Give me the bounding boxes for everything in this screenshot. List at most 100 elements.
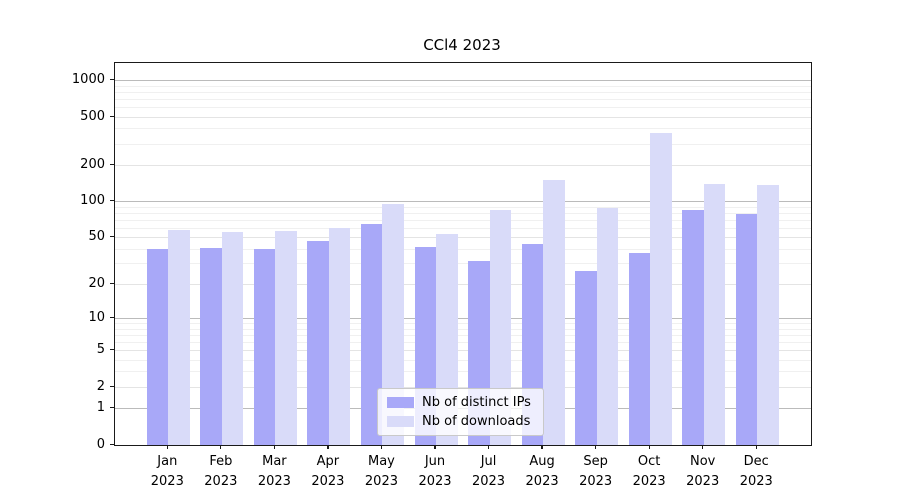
y-tick-mark-500 bbox=[109, 115, 114, 117]
chart-title: CCl4 2023 bbox=[423, 36, 501, 54]
bar-downloads-mar bbox=[275, 230, 297, 445]
x-tick-mark-may bbox=[380, 445, 383, 449]
x-tick-label-feb: Feb 2023 bbox=[204, 454, 238, 489]
legend-entry-distinct-ips: Nb of distinct IPs bbox=[387, 395, 531, 410]
y-tick-mark-100 bbox=[109, 200, 114, 202]
bar-downloads-aug bbox=[543, 180, 565, 445]
x-tick-label-jun: Jun 2023 bbox=[418, 454, 452, 489]
x-tick-mark-dec bbox=[755, 445, 757, 449]
gridline-y-4 bbox=[115, 359, 811, 361]
gridline-y-1000 bbox=[115, 80, 811, 82]
gridline-y-20 bbox=[115, 283, 811, 285]
x-tick-mark-jul bbox=[487, 445, 490, 449]
bar-distinct-ips-jan bbox=[146, 249, 169, 445]
legend-swatch-downloads bbox=[387, 416, 414, 427]
x-tick-label-aug: Aug 2023 bbox=[525, 454, 559, 489]
y-tick-label-500: 500 bbox=[80, 108, 105, 124]
bar-distinct-ips-feb bbox=[200, 247, 222, 445]
x-tick-label-nov: Nov 2023 bbox=[686, 454, 720, 489]
x-tick-label-jan: Jan 2023 bbox=[150, 454, 184, 489]
bar-distinct-ips-mar bbox=[253, 249, 276, 445]
legend-label-distinct-ips: Nb of distinct IPs bbox=[422, 395, 531, 410]
gridline-y-9 bbox=[115, 323, 811, 325]
x-tick-mark-oct bbox=[648, 445, 650, 449]
y-tick-mark-20 bbox=[109, 282, 114, 285]
x-tick-label-sep: Sep 2023 bbox=[579, 454, 613, 489]
x-tick-label-jul: Jul 2023 bbox=[471, 454, 506, 489]
gridline-y-400 bbox=[115, 128, 811, 130]
y-tick-label-1: 1 bbox=[96, 399, 105, 415]
legend-entry-downloads: Nb of downloads bbox=[387, 414, 531, 429]
bar-distinct-ips-apr bbox=[307, 240, 329, 445]
y-tick-label-10: 10 bbox=[88, 310, 105, 326]
x-tick-label-dec: Dec 2023 bbox=[739, 454, 773, 489]
gridline-y-5 bbox=[115, 350, 811, 352]
bar-downloads-may bbox=[382, 203, 404, 445]
gridline-y-800 bbox=[115, 91, 811, 93]
gridline-y-7 bbox=[115, 334, 811, 336]
y-tick-label-0: 0 bbox=[96, 436, 105, 452]
bar-downloads-apr bbox=[328, 228, 351, 445]
y-tick-label-1000: 1000 bbox=[71, 72, 105, 88]
x-tick-mark-feb bbox=[220, 445, 222, 449]
legend-label-downloads: Nb of downloads bbox=[422, 414, 531, 429]
legend-swatch-distinct-ips bbox=[387, 397, 414, 408]
y-tick-mark-1 bbox=[109, 406, 114, 409]
bar-downloads-sep bbox=[596, 207, 619, 445]
bar-distinct-ips-dec bbox=[735, 213, 758, 445]
y-tick-mark-5 bbox=[109, 349, 114, 351]
y-tick-label-100: 100 bbox=[80, 193, 105, 209]
bar-downloads-jul bbox=[489, 210, 512, 445]
y-tick-label-20: 20 bbox=[88, 275, 105, 291]
y-tick-mark-1000 bbox=[109, 79, 114, 81]
gridline-y-900 bbox=[115, 85, 811, 87]
gridline-y-60 bbox=[115, 227, 811, 229]
x-tick-mark-mar bbox=[273, 445, 275, 449]
y-tick-mark-10 bbox=[109, 317, 114, 319]
bar-distinct-ips-nov bbox=[682, 210, 704, 445]
y-tick-mark-50 bbox=[109, 236, 114, 238]
gridline-y-300 bbox=[115, 143, 811, 145]
bar-downloads-oct bbox=[650, 133, 672, 445]
gridline-y-10 bbox=[115, 318, 811, 320]
x-tick-label-apr: Apr 2023 bbox=[311, 454, 345, 489]
x-tick-mark-jun bbox=[434, 445, 436, 449]
bar-distinct-ips-sep bbox=[575, 271, 597, 445]
x-tick-mark-nov bbox=[702, 445, 704, 449]
gridline-y-50 bbox=[115, 237, 811, 239]
gridline-y-500 bbox=[115, 116, 811, 118]
gridline-y-700 bbox=[115, 99, 811, 100]
gridline-y-90 bbox=[115, 206, 811, 208]
bar-downloads-feb bbox=[221, 231, 244, 445]
gridline-y-8 bbox=[115, 328, 811, 330]
x-tick-label-may: May 2023 bbox=[364, 454, 398, 489]
y-tick-label-5: 5 bbox=[96, 342, 105, 358]
bar-downloads-dec bbox=[757, 185, 779, 445]
bar-downloads-jan bbox=[168, 230, 190, 445]
bar-distinct-ips-oct bbox=[628, 253, 651, 445]
x-tick-mark-apr bbox=[327, 445, 329, 449]
gridline-y-200 bbox=[115, 164, 811, 166]
y-tick-label-200: 200 bbox=[80, 156, 105, 172]
gridline-y-6 bbox=[115, 341, 811, 343]
gridline-y-80 bbox=[115, 212, 811, 214]
y-tick-mark-2 bbox=[109, 385, 114, 387]
y-tick-label-50: 50 bbox=[88, 229, 105, 245]
x-tick-mark-sep bbox=[595, 445, 597, 449]
x-tick-label-mar: Mar 2023 bbox=[257, 454, 291, 489]
x-tick-mark-jan bbox=[166, 445, 168, 449]
y-tick-mark-0 bbox=[109, 443, 114, 445]
gridline-y-40 bbox=[115, 248, 811, 250]
gridline-y-3 bbox=[115, 371, 811, 373]
legend: Nb of distinct IPs Nb of downloads bbox=[377, 388, 544, 436]
gridline-y-30 bbox=[115, 263, 811, 265]
x-tick-label-oct: Oct 2023 bbox=[632, 454, 666, 489]
bar-downloads-nov bbox=[703, 184, 726, 445]
x-tick-mark-aug bbox=[541, 445, 543, 449]
gridline-y-100 bbox=[115, 201, 811, 203]
gridline-y-600 bbox=[115, 107, 811, 109]
gridline-y-70 bbox=[115, 219, 811, 221]
gridline-y-2 bbox=[115, 386, 811, 388]
y-tick-mark-200 bbox=[109, 163, 114, 166]
